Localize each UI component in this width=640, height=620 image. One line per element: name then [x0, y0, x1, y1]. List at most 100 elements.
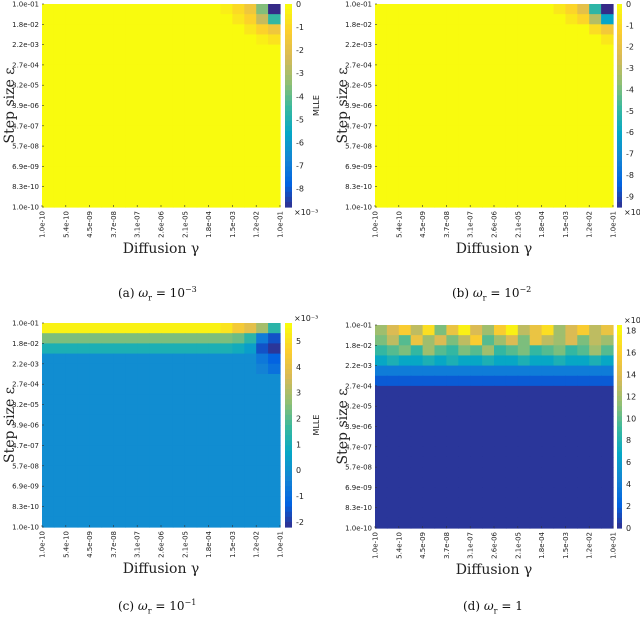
heatmap-cell	[375, 446, 388, 458]
heatmap-cell	[268, 394, 281, 406]
heatmap-cell	[220, 363, 233, 375]
heatmap-cell	[565, 365, 578, 377]
heatmap-cell	[577, 355, 590, 367]
heatmap-cell	[42, 333, 55, 344]
y-axis-title: Step size ε	[2, 387, 18, 463]
heatmap-cell	[220, 425, 233, 436]
heatmap-cell	[589, 355, 602, 367]
colorbar-segment	[617, 130, 622, 137]
heatmap-cell	[244, 516, 257, 528]
heatmap-cell	[589, 396, 602, 407]
heatmap-cell	[77, 34, 91, 46]
heatmap-cell	[65, 353, 79, 365]
heatmap-cell	[256, 506, 269, 518]
heatmap-cell	[553, 396, 566, 407]
heatmap-cell	[161, 496, 174, 508]
heatmap-cell	[172, 425, 186, 436]
heatmap-cell	[137, 333, 150, 344]
heatmap-cell	[446, 355, 459, 367]
heatmap-cell	[505, 497, 519, 509]
heatmap-cell	[208, 4, 222, 15]
heatmap-cell	[434, 375, 447, 387]
heatmap-cell	[101, 125, 114, 137]
caption-equals: = 10	[155, 286, 185, 300]
heatmap-cell	[517, 416, 531, 428]
heatmap-cell	[77, 85, 91, 96]
heatmap-cell	[137, 496, 150, 508]
heatmap-cell	[601, 24, 614, 36]
heatmap-cell	[565, 186, 578, 198]
heatmap-cell	[196, 374, 210, 385]
heatmap-cell	[410, 125, 424, 137]
colorbar-segment	[285, 191, 292, 198]
heatmap-cell	[101, 156, 114, 167]
heatmap-cell	[577, 436, 590, 448]
heatmap-cell	[125, 14, 138, 25]
heatmap-cell	[137, 95, 150, 107]
colorbar-segment	[285, 100, 292, 107]
heatmap-cell	[446, 75, 459, 86]
heatmap-cell	[137, 323, 150, 334]
heatmap-cell	[446, 436, 459, 448]
heatmap-cell	[589, 497, 602, 509]
y-tick-label: 3.9e-06	[345, 102, 372, 110]
heatmap-cell	[482, 135, 495, 147]
heatmap-cell	[172, 95, 186, 107]
heatmap-cell	[42, 75, 55, 86]
heatmap-cell	[458, 105, 471, 117]
heatmap-cell	[208, 343, 222, 355]
heatmap-cell	[375, 375, 388, 387]
heatmap-cell	[529, 95, 543, 107]
heatmap-cell	[446, 14, 459, 25]
heatmap-cell	[410, 456, 424, 468]
heatmap-cell	[505, 146, 519, 157]
heatmap-cell	[565, 477, 578, 488]
heatmap-cell	[256, 24, 269, 36]
heatmap-cell	[494, 335, 507, 346]
heatmap-cell	[149, 54, 162, 66]
heatmap-cell	[386, 446, 400, 458]
heatmap-cell	[137, 516, 150, 528]
heatmap-cell	[470, 196, 483, 208]
heatmap-cell	[113, 465, 126, 477]
heatmap-cell	[375, 54, 388, 66]
heatmap-cell	[220, 343, 233, 355]
heatmap-cell	[589, 125, 602, 137]
heatmap-cell	[410, 335, 424, 346]
heatmap-cell	[601, 95, 614, 107]
heatmap-cell	[422, 325, 436, 336]
heatmap-cell	[125, 24, 138, 36]
heatmap-cell	[220, 125, 233, 137]
heatmap-cell	[184, 445, 198, 457]
heatmap-cell	[375, 95, 388, 107]
heatmap-cell	[232, 44, 245, 56]
heatmap-cell	[458, 416, 471, 428]
colorbar-segment	[285, 90, 292, 96]
heatmap-cell	[494, 355, 507, 367]
heatmap-cell	[494, 14, 507, 25]
colorbar-segment	[285, 348, 292, 355]
heatmap-cell	[482, 146, 495, 157]
colorbar-segment	[285, 419, 292, 426]
heatmap-cell	[268, 516, 281, 528]
heatmap-cell	[601, 375, 614, 387]
heatmap-cell	[410, 24, 424, 36]
y-tick-label: 4.7e-07	[345, 122, 372, 130]
heatmap-cell	[53, 95, 67, 107]
heatmap-cell	[101, 394, 114, 406]
heatmap-cell	[161, 44, 174, 56]
colorbar-segment	[617, 431, 622, 438]
heatmap-cell	[386, 456, 400, 468]
heatmap-cell	[161, 54, 174, 66]
heatmap-cell	[422, 75, 436, 86]
heatmap-cell	[517, 186, 531, 198]
heatmap-cell	[434, 477, 447, 488]
heatmap-cell	[268, 176, 281, 188]
y-tick-label: 1.0e-01	[12, 1, 39, 9]
colorbar-segment	[617, 497, 622, 504]
heatmap-cell	[149, 166, 162, 178]
colorbar-segment	[617, 522, 622, 529]
heatmap-cell	[505, 406, 519, 417]
heatmap-cell	[42, 455, 55, 467]
heatmap-cell	[577, 335, 590, 346]
